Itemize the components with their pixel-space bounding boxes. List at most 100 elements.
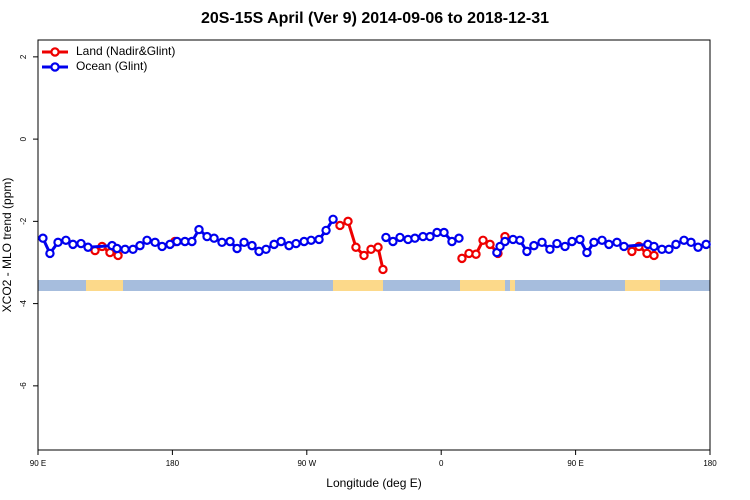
data-point (328, 214, 338, 224)
x-tick-label: 90 W (297, 459, 316, 468)
data-point (485, 239, 495, 250)
data-point (537, 237, 547, 248)
data-point (321, 225, 331, 236)
data-point (112, 243, 122, 254)
data-point (612, 237, 622, 248)
legend: Land (Nadir&Glint)Ocean (Glint) (42, 44, 175, 73)
data-point (261, 244, 271, 255)
data-point (597, 235, 607, 245)
data-point (649, 241, 659, 252)
chart-title: 20S-15S April (Ver 9) 2014-09-06 to 2018… (201, 10, 549, 27)
data-point (239, 237, 249, 248)
x-tick-label: 180 (703, 459, 717, 468)
series (38, 214, 711, 259)
data-point (457, 253, 467, 264)
data-point (83, 242, 93, 252)
data-point (68, 239, 78, 250)
data-point (128, 244, 138, 255)
data-point (560, 241, 570, 252)
data-point (209, 233, 219, 243)
data-point (142, 235, 152, 245)
data-point (247, 240, 257, 251)
data-point (150, 237, 160, 248)
data-point (515, 235, 525, 245)
data-point (53, 237, 63, 248)
data-point (686, 237, 696, 248)
data-point (343, 216, 353, 227)
data-point (478, 235, 488, 245)
land-band (86, 280, 123, 291)
data-point (38, 233, 48, 243)
data-point (157, 241, 167, 252)
data-point (604, 239, 614, 250)
data-point (225, 236, 235, 247)
data-point (627, 246, 637, 257)
data-point (314, 234, 324, 245)
x-tick-label: 90 E (30, 459, 46, 468)
legend-marker (50, 47, 60, 57)
data-point (545, 244, 555, 255)
data-point (232, 243, 242, 254)
data-point (522, 246, 532, 257)
data-point (589, 237, 599, 248)
x-tick-label: 90 E (567, 459, 583, 468)
data-point (552, 238, 562, 249)
data-point (693, 242, 703, 252)
data-point (306, 235, 316, 245)
data-point (454, 233, 464, 243)
data-point (120, 244, 130, 255)
land-band (510, 280, 515, 291)
y-tick-label: -2 (19, 217, 28, 225)
data-point (45, 248, 55, 259)
data-point (351, 242, 361, 252)
data-point (388, 236, 398, 247)
data-point (378, 264, 388, 275)
legend-marker (50, 62, 60, 72)
data-point (335, 220, 345, 231)
data-point (567, 236, 577, 247)
y-tick-label: 2 (19, 54, 28, 59)
data-point (619, 241, 629, 252)
data-point (187, 236, 197, 247)
data-point (135, 240, 145, 251)
data-point (76, 238, 86, 249)
surface-band (38, 280, 710, 291)
y-tick-label: 0 (19, 136, 28, 141)
data-point (439, 227, 449, 238)
data-point (500, 236, 510, 247)
data-point (61, 235, 71, 245)
data-point (582, 247, 592, 258)
data-point (381, 232, 391, 243)
data-point (217, 237, 227, 248)
data-point (575, 234, 585, 245)
data-point (425, 231, 435, 242)
data-point (671, 239, 681, 250)
data-point (194, 224, 204, 235)
data-point (291, 238, 301, 249)
data-point (373, 242, 383, 252)
data-point (447, 236, 457, 247)
data-point (649, 250, 659, 261)
data-point (701, 239, 711, 250)
data-point (410, 233, 420, 243)
series (90, 216, 659, 275)
data-point (276, 236, 286, 247)
legend-label: Ocean (Glint) (76, 59, 147, 73)
x-tick-label: 0 (439, 459, 444, 468)
y-tick-label: -6 (19, 382, 28, 390)
y-axis-label: XCO2 - MLO trend (ppm) (0, 178, 14, 313)
land-band (333, 280, 383, 291)
x-axis-label: Longitude (deg E) (326, 476, 421, 490)
data-point (529, 240, 539, 251)
legend-label: Land (Nadir&Glint) (76, 44, 175, 58)
land-band (460, 280, 505, 291)
data-point (664, 244, 674, 255)
data-point (172, 236, 182, 247)
data-point (359, 250, 369, 261)
land-band (625, 280, 660, 291)
y-tick-label: -4 (19, 299, 28, 307)
data-point (395, 232, 405, 243)
data-point (471, 249, 481, 259)
x-tick-label: 180 (166, 459, 180, 468)
